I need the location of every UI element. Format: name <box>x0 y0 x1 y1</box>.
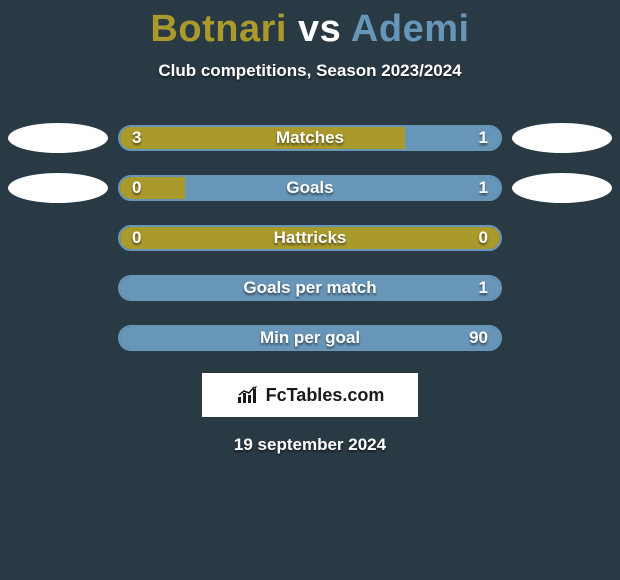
chart-icon <box>236 385 260 405</box>
stat-bar: Min per goal90 <box>118 325 502 351</box>
avatar-spacer <box>512 323 612 353</box>
avatar-spacer <box>512 273 612 303</box>
title-player-2: Ademi <box>351 8 470 50</box>
avatar-spacer <box>8 223 108 253</box>
stat-row: Goals per match1 <box>0 273 620 303</box>
avatar-spacer <box>8 273 108 303</box>
stat-value-player-2: 1 <box>479 127 488 149</box>
stat-row: Matches3 1 <box>0 123 620 153</box>
stat-bar: Hattricks0 0 <box>118 225 502 251</box>
page-title: Botnari vs Ademi <box>0 0 620 51</box>
player-1-avatar <box>8 123 108 153</box>
date-text: 19 september 2024 <box>0 435 620 455</box>
stat-label: Min per goal <box>120 327 500 349</box>
stat-value-player-1: 0 <box>132 227 141 249</box>
brand-text: FcTables.com <box>266 385 385 406</box>
stat-label: Goals per match <box>120 277 500 299</box>
stat-value-player-1: 0 <box>132 177 141 199</box>
stat-value-player-2: 1 <box>479 177 488 199</box>
stat-row: Goals0 1 <box>0 173 620 203</box>
stat-row: Min per goal90 <box>0 323 620 353</box>
stat-label: Hattricks <box>120 227 500 249</box>
title-vs: vs <box>298 8 341 50</box>
stat-value-player-2: 90 <box>469 327 488 349</box>
stat-value-player-2: 1 <box>479 277 488 299</box>
subtitle: Club competitions, Season 2023/2024 <box>0 61 620 81</box>
brand-badge: FcTables.com <box>202 373 418 417</box>
stat-bar: Goals0 1 <box>118 175 502 201</box>
stat-row: Hattricks0 0 <box>0 223 620 253</box>
stat-bar: Goals per match1 <box>118 275 502 301</box>
title-player-1: Botnari <box>150 8 287 50</box>
player-2-avatar <box>512 173 612 203</box>
stat-value-player-1: 3 <box>132 127 141 149</box>
stat-bar: Matches3 1 <box>118 125 502 151</box>
player-2-avatar <box>512 123 612 153</box>
avatar-spacer <box>512 223 612 253</box>
stat-label: Matches <box>120 127 500 149</box>
stat-value-player-2: 0 <box>479 227 488 249</box>
avatar-spacer <box>8 323 108 353</box>
stats-container: Matches31Goals01Hattricks00Goals per mat… <box>0 123 620 353</box>
player-1-avatar <box>8 173 108 203</box>
stat-label: Goals <box>120 177 500 199</box>
